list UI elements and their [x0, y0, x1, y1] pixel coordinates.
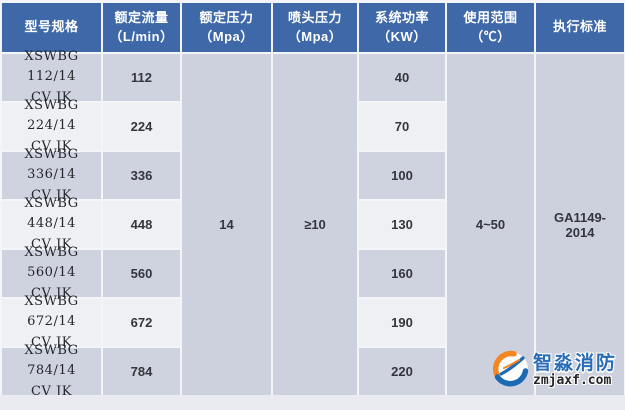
cell-power: 220	[359, 348, 445, 395]
cell-rated-pressure-merged: 14	[182, 54, 271, 395]
cell-flow: 672	[103, 299, 180, 346]
cell-power: 130	[359, 201, 445, 248]
cell-power: 40	[359, 54, 445, 101]
cell-flow: 224	[103, 103, 180, 150]
zhimiao-logo-icon	[492, 347, 530, 394]
cell-temp-range-merged: 4~50	[447, 54, 534, 395]
cell-flow: 448	[103, 201, 180, 248]
cell-model: XSWBG 672/14 CV JK	[2, 294, 101, 350]
watermark-site: zmjaxf.com	[533, 372, 612, 388]
cell-model: XSWBG 784/14 CV JK	[2, 343, 101, 399]
cell-standard-merged: GA1149- 2014	[536, 54, 624, 395]
cell-flow: 336	[103, 152, 180, 199]
header-rated-pressure: 额定压力 （Mpa）	[182, 3, 271, 52]
cell-flow: 560	[103, 250, 180, 297]
cell-model: XSWBG 112/14 CV JK	[2, 49, 101, 105]
cell-power: 100	[359, 152, 445, 199]
cell-flow: 784	[103, 348, 180, 395]
spec-table: 型号规格 额定流量 （L/min） 额定压力 （Mpa） 喷头压力 （Mpa） …	[2, 3, 624, 399]
header-rated-flow: 额定流量 （L/min）	[103, 3, 180, 52]
header-standard: 执行标准	[536, 3, 624, 52]
watermark-brand: 智淼消防	[533, 352, 618, 374]
bottom-strip	[0, 395, 625, 410]
cell-power: 160	[359, 250, 445, 297]
cell-model: XSWBG 224/14 CV JK	[2, 98, 101, 154]
header-system-power: 系统功率 （KW）	[359, 3, 445, 52]
cell-power: 70	[359, 103, 445, 150]
header-nozzle-pressure: 喷头压力 （Mpa）	[273, 3, 357, 52]
header-temp-range: 使用范围 （℃）	[447, 3, 534, 52]
watermark: 智淼消防 zmjaxf.com	[492, 347, 617, 394]
cell-model: XSWBG 448/14 CV JK	[2, 196, 101, 252]
cell-model: XSWBG 336/14 CV JK	[2, 147, 101, 203]
cell-model: XSWBG 560/14 CV JK	[2, 245, 101, 301]
header-model: 型号规格	[2, 3, 101, 52]
cell-power: 190	[359, 299, 445, 346]
cell-nozzle-pressure-merged: ≥10	[273, 54, 357, 395]
cell-flow: 112	[103, 54, 180, 101]
